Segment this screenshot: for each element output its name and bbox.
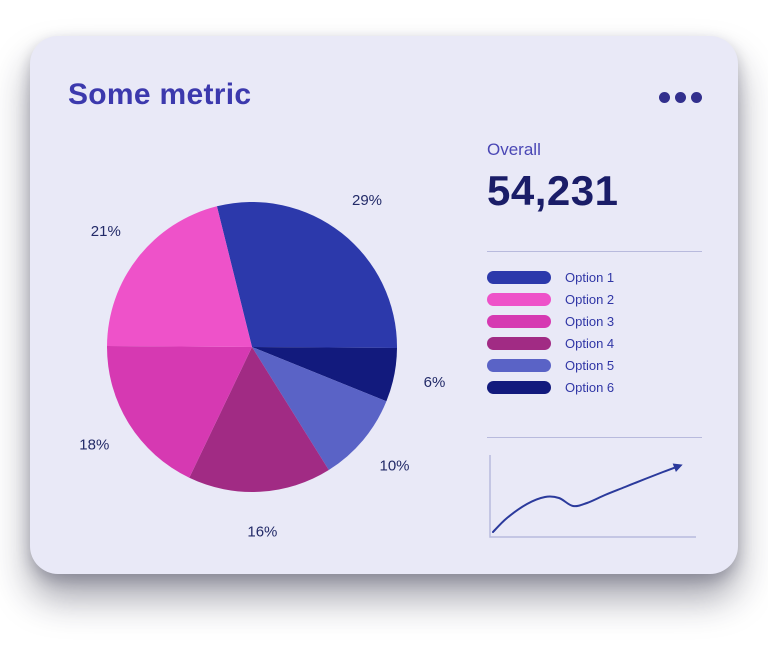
legend-label: Option 2 xyxy=(565,292,615,307)
pie-slice-option-2[interactable] xyxy=(107,206,252,347)
legend-item[interactable]: Option 3 xyxy=(487,314,702,329)
menu-button[interactable] xyxy=(655,88,706,107)
legend-label: Option 5 xyxy=(565,358,615,373)
metric-card: Some metric 29% 6% 10% 16% 18% 21% Overall 54… xyxy=(30,36,738,574)
legend-item[interactable]: Option 5 xyxy=(487,358,702,373)
legend-item[interactable]: Option 2 xyxy=(487,292,702,307)
legend-label: Option 1 xyxy=(565,270,615,285)
legend-label: Option 3 xyxy=(565,314,615,329)
legend-swatch xyxy=(487,293,551,306)
ellipsis-icon xyxy=(691,92,702,103)
pie-slice-label: 21% xyxy=(91,223,121,240)
legend-item[interactable]: Option 1 xyxy=(487,270,702,285)
legend-label: Option 4 xyxy=(565,336,615,351)
divider xyxy=(487,437,702,438)
legend-swatch xyxy=(487,381,551,394)
ellipsis-icon xyxy=(675,92,686,103)
legend-swatch xyxy=(487,359,551,372)
legend-swatch xyxy=(487,315,551,328)
legend-label: Option 6 xyxy=(565,380,615,395)
sparkline-axes xyxy=(489,455,696,538)
pie-slice-option-4[interactable] xyxy=(189,347,329,493)
pie-slice-label: 29% xyxy=(352,192,382,209)
arrow-icon xyxy=(672,463,683,472)
legend-item[interactable]: Option 4 xyxy=(487,336,702,351)
legend-item[interactable]: Option 6 xyxy=(487,380,702,395)
pie-slice-label: 16% xyxy=(247,524,277,541)
divider xyxy=(487,251,702,252)
ellipsis-icon xyxy=(659,92,670,103)
legend-swatch xyxy=(487,271,551,284)
trend-sparkline xyxy=(489,455,696,538)
pie-slice-option-1[interactable] xyxy=(216,201,398,348)
pie-slice-option-6[interactable] xyxy=(252,347,397,402)
trend-line xyxy=(492,465,680,533)
overall-value: 54,231 xyxy=(487,167,619,214)
legend: Option 1 Option 2 Option 3 Option 4 Option 5… xyxy=(487,270,702,395)
overall-label: Overall xyxy=(487,140,541,159)
pie-slice-label: 18% xyxy=(79,437,109,454)
legend-swatch xyxy=(487,337,551,350)
pie-slice-label: 10% xyxy=(379,458,409,475)
pie-slice-option-5[interactable] xyxy=(252,347,387,470)
pie-chart: 29% 6% 10% 16% 18% 21% xyxy=(79,192,446,541)
pie-slice-label: 6% xyxy=(424,374,446,391)
pie-slice-option-3[interactable] xyxy=(106,346,252,478)
card-title: Some metric xyxy=(68,78,252,111)
